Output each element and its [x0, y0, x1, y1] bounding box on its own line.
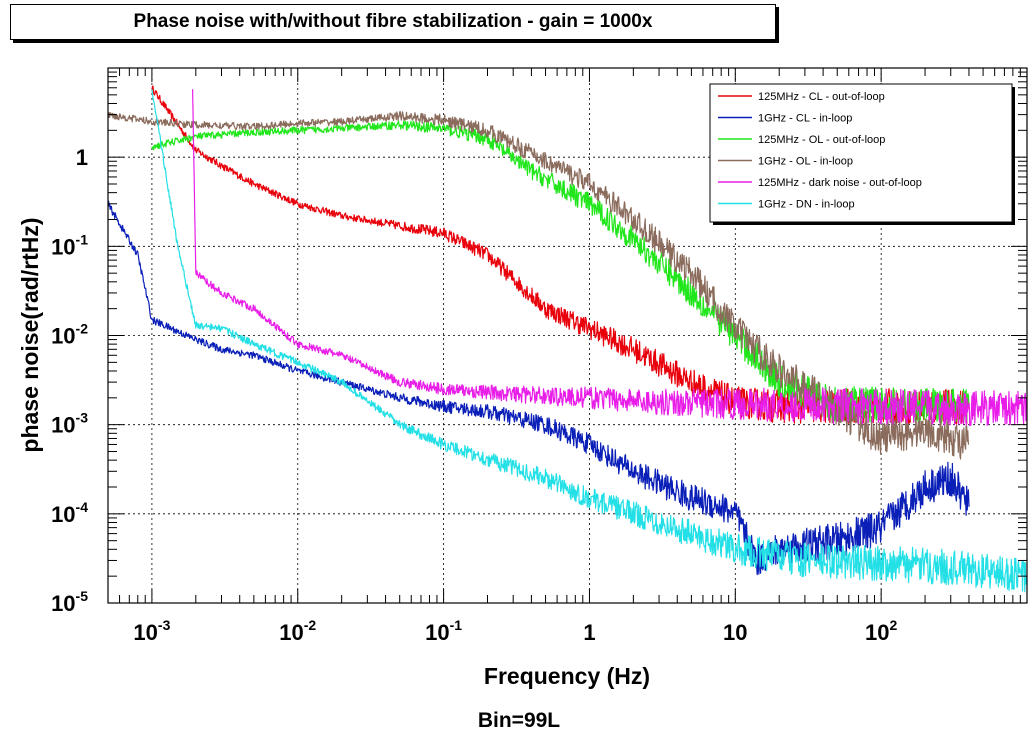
- x-tick-label: 10-1: [425, 617, 462, 645]
- series-line-4: [192, 89, 1027, 427]
- series-line-1: [108, 200, 970, 576]
- x-tick-label: 1: [583, 620, 595, 645]
- legend: 125MHz - CL - out-of-loop 1GHz - CL - in-…: [709, 83, 1015, 225]
- chart-title: Phase noise with/without fibre stabiliza…: [10, 4, 776, 40]
- y-tick-label: 1: [76, 145, 88, 170]
- legend-label: 125MHz - OL - out-of-loop: [758, 134, 885, 146]
- legend-label: 1GHz - CL - in-loop: [758, 113, 852, 125]
- y-tick-label: 10-4: [51, 499, 88, 527]
- x-tick-label: 102: [865, 617, 897, 645]
- legend-label: 125MHz - CL - out-of-loop: [758, 91, 885, 103]
- y-tick-label: 10-2: [51, 321, 88, 349]
- legend-label: 1GHz - DN - in-loop: [758, 199, 855, 211]
- x-tick-label: 10-3: [133, 617, 170, 645]
- series-line-3: [108, 111, 970, 460]
- legend-label: 1GHz - OL - in-loop: [758, 156, 853, 168]
- x-tick-label: 10: [723, 620, 747, 645]
- y-axis-title: phase noise(rad/rtHz): [17, 217, 43, 452]
- y-tick-label: 10-5: [51, 588, 88, 616]
- series-group: [108, 85, 1027, 593]
- y-tick-label: 10-1: [51, 231, 88, 259]
- legend-box: [709, 83, 1013, 223]
- y-tick-label: 10-3: [51, 410, 88, 438]
- x-tick-label: 10-2: [279, 617, 316, 645]
- series-line-2: [151, 120, 970, 424]
- x-axis-title: Frequency (Hz): [484, 663, 650, 689]
- series-line-5: [151, 89, 1027, 593]
- legend-label: 125MHz - dark noise - out-of-loop: [758, 177, 922, 189]
- footer-label: Bin=99L: [478, 709, 560, 732]
